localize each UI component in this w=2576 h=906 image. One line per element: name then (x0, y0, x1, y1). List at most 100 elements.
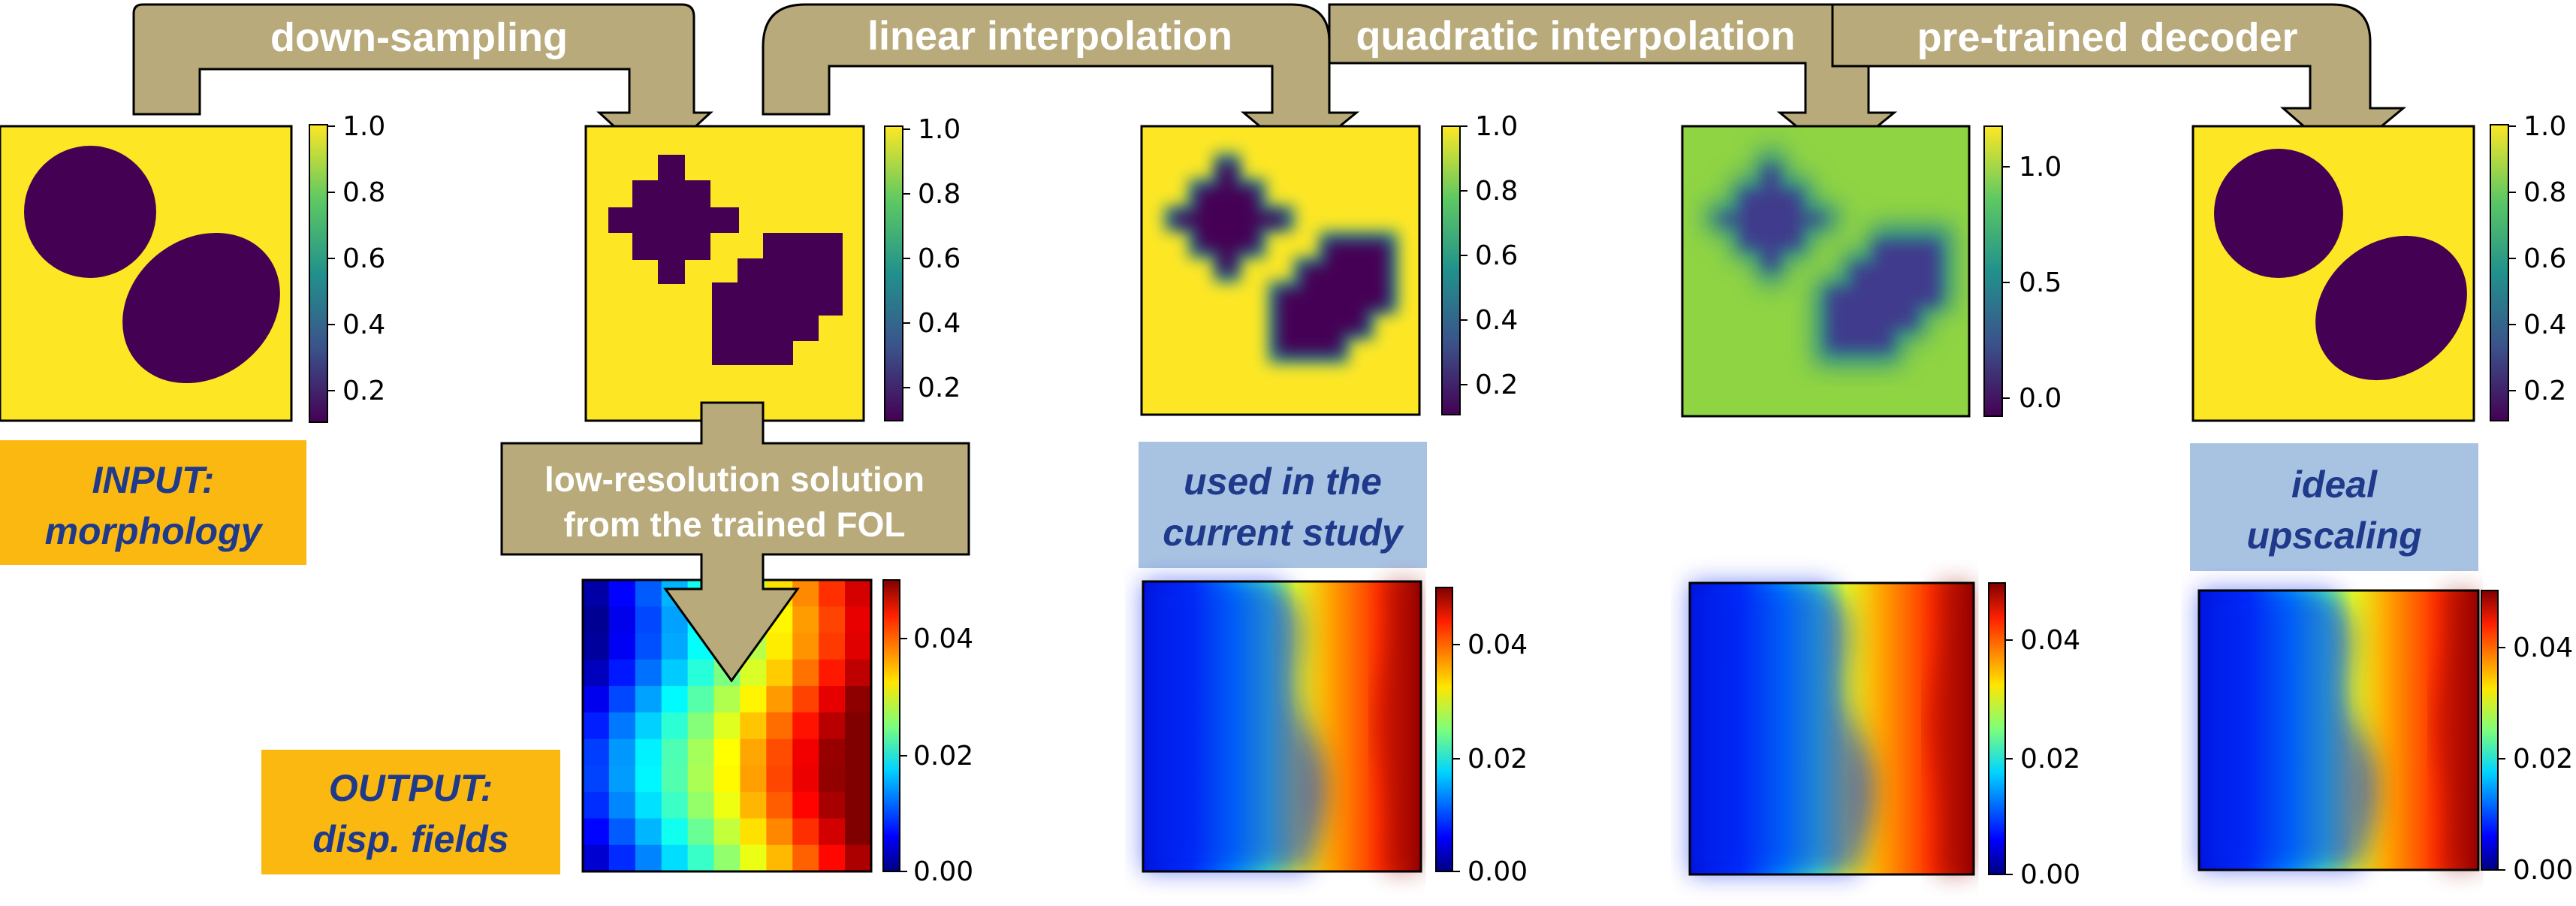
field-cell (845, 686, 872, 713)
pretrained-decoder-plot (2191, 125, 2475, 422)
field-cell (740, 712, 767, 740)
colorbar-morphology-b: 1.0 0.8 0.6 0.4 0.2 (884, 114, 961, 421)
field-cell (635, 686, 662, 713)
tick-label: 1.0 (2523, 111, 2566, 142)
field-cell (713, 686, 741, 713)
field-cell (740, 686, 767, 713)
field-cell (583, 844, 610, 872)
field-cell (583, 818, 610, 846)
input-tag: INPUT: morphology (0, 440, 306, 565)
tick-label: 0.2 (918, 373, 961, 403)
tick-label: 0.4 (2523, 310, 2566, 340)
field-cell (792, 792, 819, 820)
field-cell (819, 580, 846, 607)
field-cell (583, 659, 610, 687)
field-cell (819, 633, 846, 660)
quadratic-interpolation-displacement-plot (1688, 581, 1975, 876)
tick-label: 0.04 (2513, 633, 2573, 663)
field-cell (819, 712, 846, 740)
arrow-pretrained-decoder (1831, 3, 2407, 161)
tick-label: 0.4 (342, 310, 385, 340)
field-cell (740, 818, 767, 846)
field-cell (661, 712, 689, 740)
field-cell (635, 765, 662, 793)
field-cell (819, 792, 846, 820)
field-cell (845, 659, 872, 687)
field-cell (713, 818, 741, 846)
colorbar-displacement-c: 0.04 0.02 0.00 (1435, 587, 1528, 887)
field-cell (608, 792, 636, 820)
field-cell (792, 606, 819, 634)
tick-label: 0.8 (342, 177, 385, 208)
field-cell (845, 844, 872, 872)
pretrained-decoder-label: pre-trained decoder (1917, 15, 2297, 60)
svg-text:ideal: ideal (2291, 464, 2378, 506)
field-cell (792, 633, 819, 660)
tick-label: 0.8 (1475, 176, 1518, 207)
tick-label: 0.02 (2020, 744, 2080, 775)
tick-label: 1.0 (342, 111, 385, 142)
colorbar-displacement-b: 0.04 0.02 0.00 (882, 579, 973, 887)
svg-text:INPUT:: INPUT: (92, 459, 215, 501)
field-cell (608, 633, 636, 660)
field-cell (792, 580, 819, 607)
field-cell (608, 712, 636, 740)
linear-interpolation-displacement-plot (1142, 580, 1422, 873)
tick-label: 0.02 (2513, 744, 2573, 775)
tick-label: 0.2 (1475, 370, 1518, 400)
svg-text:OUTPUT:: OUTPUT: (329, 767, 493, 809)
field-cell (687, 765, 715, 793)
field-cell (635, 580, 662, 607)
svg-text:current study: current study (1163, 512, 1404, 554)
tick-label: 0.2 (2523, 376, 2566, 406)
field-cell (661, 765, 689, 793)
field-cell (583, 712, 610, 740)
ideal-upscaling-tag: ideal upscaling (2190, 443, 2478, 571)
tick-label: 0.6 (918, 243, 961, 274)
field-cell (845, 606, 872, 634)
field-cell (635, 738, 662, 766)
field-cell (687, 738, 715, 766)
colorbar-morphology-c: 1.0 0.8 0.6 0.4 0.2 (1441, 111, 1518, 415)
field-cell (740, 765, 767, 793)
output-tag: OUTPUT: disp. fields (261, 750, 560, 874)
field-cell (845, 738, 872, 766)
tick-label: 0.04 (2020, 625, 2080, 656)
arrow-low-resolution-solution: low-resolution solution from the trained… (500, 401, 970, 683)
field-cell (845, 580, 872, 607)
field-cell (661, 686, 689, 713)
tick-label: 0.04 (913, 624, 973, 654)
field-cell (687, 712, 715, 740)
tick-label: 0.2 (342, 376, 385, 406)
svg-text:upscaling: upscaling (2246, 515, 2421, 557)
linear-interpolation-plot (1140, 125, 1421, 416)
downsampled-morphology-plot (584, 125, 865, 422)
field-cell (740, 792, 767, 820)
tick-label: 0.00 (2020, 859, 2080, 890)
field-cell (635, 818, 662, 846)
field-cell (766, 765, 793, 793)
tick-label: 0.4 (1475, 305, 1518, 336)
tick-label: 0.6 (342, 243, 385, 274)
colorbar-morphology-e: 1.0 0.8 0.6 0.4 0.2 (2490, 111, 2566, 421)
quadratic-interpolation-label: quadratic interpolation (1356, 14, 1795, 59)
field-cell (819, 818, 846, 846)
tick-label: 0.4 (918, 308, 961, 339)
field-cell (608, 606, 636, 634)
decoder-displacement-plot (2197, 589, 2480, 871)
field-cell (583, 633, 610, 660)
field-cell (661, 659, 689, 687)
svg-text:used in the: used in the (1184, 461, 1382, 503)
field-cell (713, 765, 741, 793)
field-cell (766, 659, 793, 687)
field-cell (635, 659, 662, 687)
tick-label: 1.0 (2019, 152, 2062, 183)
used-in-study-tag: used in the current study (1139, 442, 1427, 568)
colorbar-quadratic: 1.0 0.5 0.0 (1983, 125, 2062, 417)
field-cell (766, 738, 793, 766)
field-cell (766, 633, 793, 660)
field-cell (608, 765, 636, 793)
field-cell (792, 765, 819, 793)
tick-label: 0.00 (913, 856, 973, 887)
